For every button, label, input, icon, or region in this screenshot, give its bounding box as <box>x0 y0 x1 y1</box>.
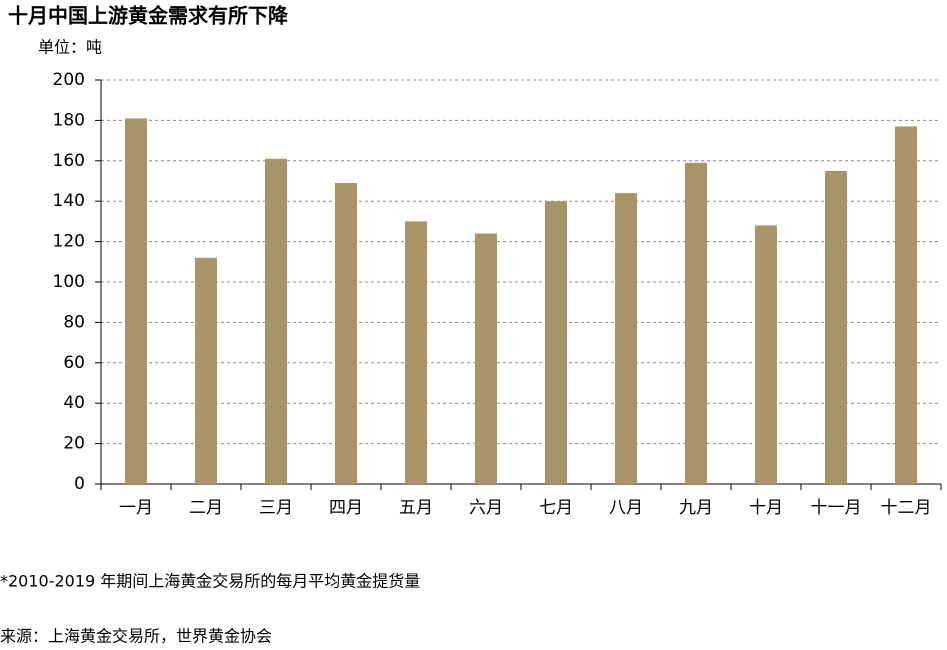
bar <box>895 126 917 485</box>
y-tick-label: 0 <box>74 474 85 494</box>
x-tick-label: 三月 <box>259 498 293 518</box>
y-tick-label: 140 <box>53 191 85 211</box>
footnote: *2010-2019 年期间上海黄金交易所的每月平均黄金提货量 <box>0 572 420 591</box>
y-tick-label: 160 <box>53 151 85 171</box>
bar <box>125 118 147 484</box>
x-tick-label: 九月 <box>679 498 713 518</box>
x-tick-label: 十一月 <box>811 498 862 518</box>
x-tick-label: 二月 <box>189 498 223 518</box>
bar <box>755 225 777 484</box>
x-tick-label: 一月 <box>119 498 153 518</box>
y-tick-label: 100 <box>53 272 85 292</box>
bar <box>475 233 497 484</box>
y-tick-label: 180 <box>53 110 85 130</box>
x-tick-label: 十月 <box>749 498 783 518</box>
y-tick-label: 20 <box>63 434 85 454</box>
bar <box>685 162 707 484</box>
x-tick-label: 八月 <box>609 498 643 518</box>
y-tick-label: 120 <box>53 232 85 252</box>
x-tick-label: 四月 <box>329 498 363 518</box>
bar <box>405 221 427 484</box>
x-tick-label: 十二月 <box>881 498 932 518</box>
bar <box>335 183 357 484</box>
y-tick-label: 40 <box>63 393 85 413</box>
bar <box>195 257 217 484</box>
y-tick-label: 60 <box>63 353 85 373</box>
x-tick-label: 六月 <box>469 498 503 518</box>
x-tick-label: 七月 <box>539 498 573 518</box>
x-tick-label: 五月 <box>399 498 433 518</box>
chart-title: 十月中国上游黄金需求有所下降 <box>8 4 289 28</box>
source-note: 来源：上海黄金交易所，世界黄金协会 <box>0 627 272 646</box>
unit-label: 单位：吨 <box>38 38 102 57</box>
bar <box>825 170 847 484</box>
bar <box>265 158 287 484</box>
bar <box>545 201 567 484</box>
y-tick-label: 200 <box>53 70 85 90</box>
y-tick-label: 80 <box>63 312 85 332</box>
bar <box>615 193 637 484</box>
